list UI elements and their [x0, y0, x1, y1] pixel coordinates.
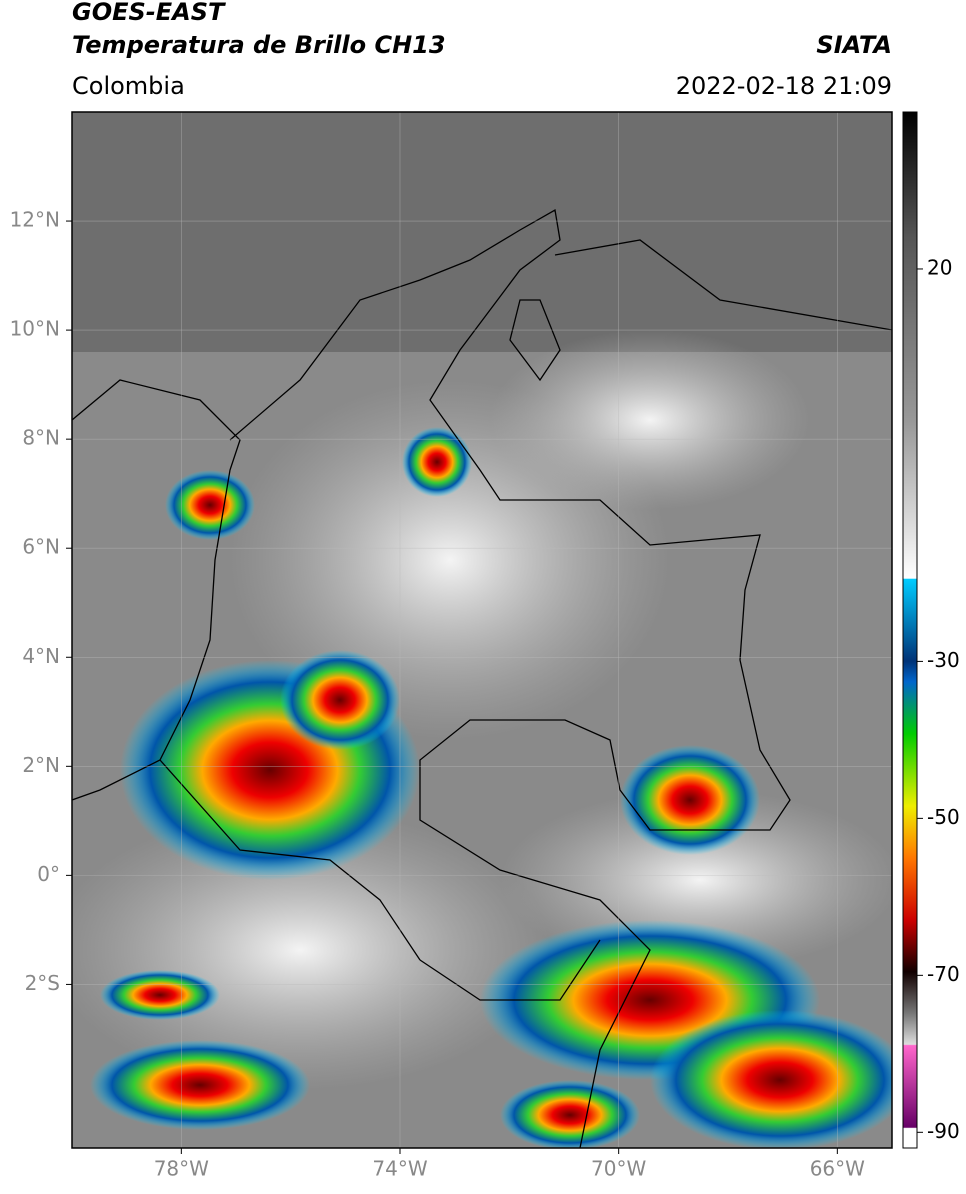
y-tick-label: 0° [37, 862, 60, 886]
y-tick-label: 6°N [22, 535, 60, 559]
colorbar-tick-label: -90 [927, 1119, 960, 1143]
y-tick-label: 8°N [22, 426, 60, 450]
x-tick-label: 66°W [810, 1157, 865, 1181]
y-tick-label: 12°N [10, 208, 60, 232]
map-frame [71, 111, 893, 1149]
x-tick-label: 78°W [154, 1157, 209, 1181]
colorbar-tick-label: -30 [927, 648, 960, 672]
x-tick-label: 74°W [372, 1157, 427, 1181]
colorbar-tick-label: 20 [927, 255, 952, 279]
colorbar-tick-label: -70 [927, 962, 960, 986]
source: SIATA [816, 31, 892, 59]
y-tick-label: 4°N [22, 644, 60, 668]
y-tick-label: 2°S [25, 971, 60, 995]
datetime: 2022-02-18 21:09 [676, 72, 892, 100]
imagery [72, 112, 892, 1148]
x-tick-label: 70°W [591, 1157, 646, 1181]
y-tick-label: 10°N [10, 317, 60, 341]
subtitle: Temperatura de Brillo CH13 [72, 31, 446, 59]
colorbar [902, 111, 918, 1149]
title: GOES-EAST [72, 0, 226, 26]
y-tick-label: 2°N [22, 753, 60, 777]
colorbar-tick-label: -50 [927, 805, 960, 829]
region: Colombia [72, 72, 185, 100]
